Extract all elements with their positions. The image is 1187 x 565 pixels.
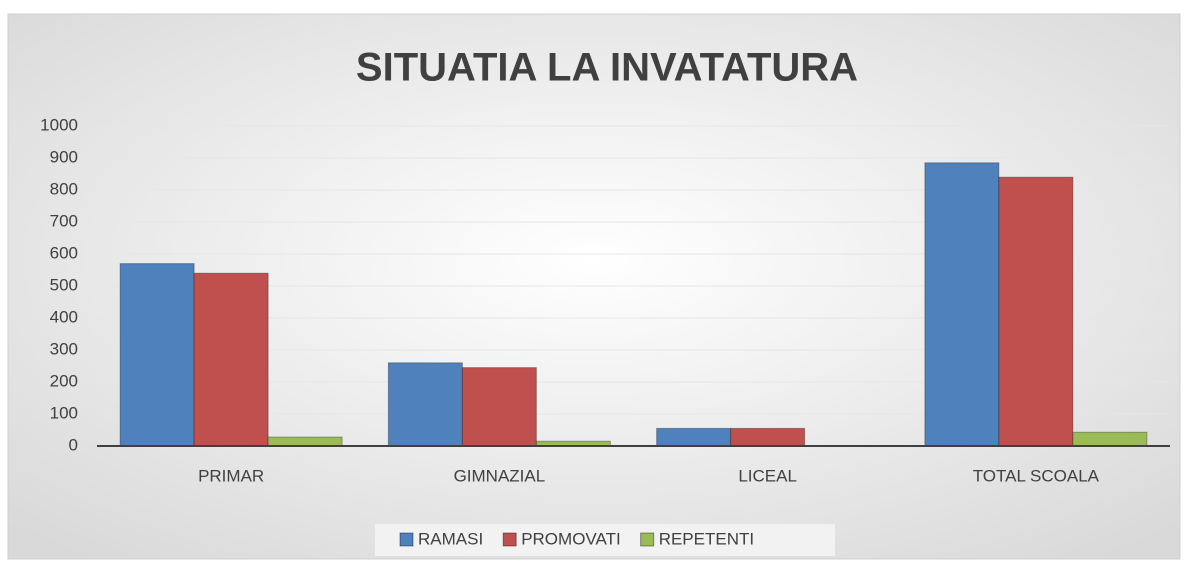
bar (193, 272, 269, 447)
y-tick-label: 100 (50, 403, 78, 422)
y-tick-label: 400 (50, 307, 78, 326)
x-tick-label: TOTAL SCOALA (973, 466, 1100, 485)
legend-box (375, 524, 835, 556)
bar (267, 436, 343, 447)
x-tick-label: LICEAL (738, 466, 797, 485)
legend-label: PROMOVATI (521, 529, 621, 548)
y-tick-label: 300 (50, 339, 78, 358)
legend-label: REPETENTI (659, 529, 754, 548)
y-tick-label: 500 (50, 275, 78, 294)
legend-swatch (399, 532, 414, 547)
y-tick-label: 700 (50, 211, 78, 230)
bar (998, 176, 1074, 447)
x-tick-label: PRIMAR (198, 466, 264, 485)
y-tick-label: 800 (50, 179, 78, 198)
legend-swatch (502, 532, 517, 547)
y-tick-label: 900 (50, 147, 78, 166)
bar (1072, 431, 1148, 447)
legend-label: RAMASI (418, 529, 483, 548)
bar (119, 263, 195, 447)
bar (387, 362, 463, 447)
y-tick-label: 0 (69, 435, 78, 454)
y-tick-label: 1000 (40, 115, 78, 134)
chart-title: SITUATIA LA INVATATURA (356, 46, 858, 90)
y-tick-label: 600 (50, 243, 78, 262)
y-tick-label: 200 (50, 371, 78, 390)
bar (730, 427, 806, 447)
x-tick-label: GIMNAZIAL (454, 466, 546, 485)
bar (461, 367, 537, 447)
legend-swatch (640, 532, 655, 547)
bar (924, 162, 1000, 447)
bar (656, 427, 732, 447)
